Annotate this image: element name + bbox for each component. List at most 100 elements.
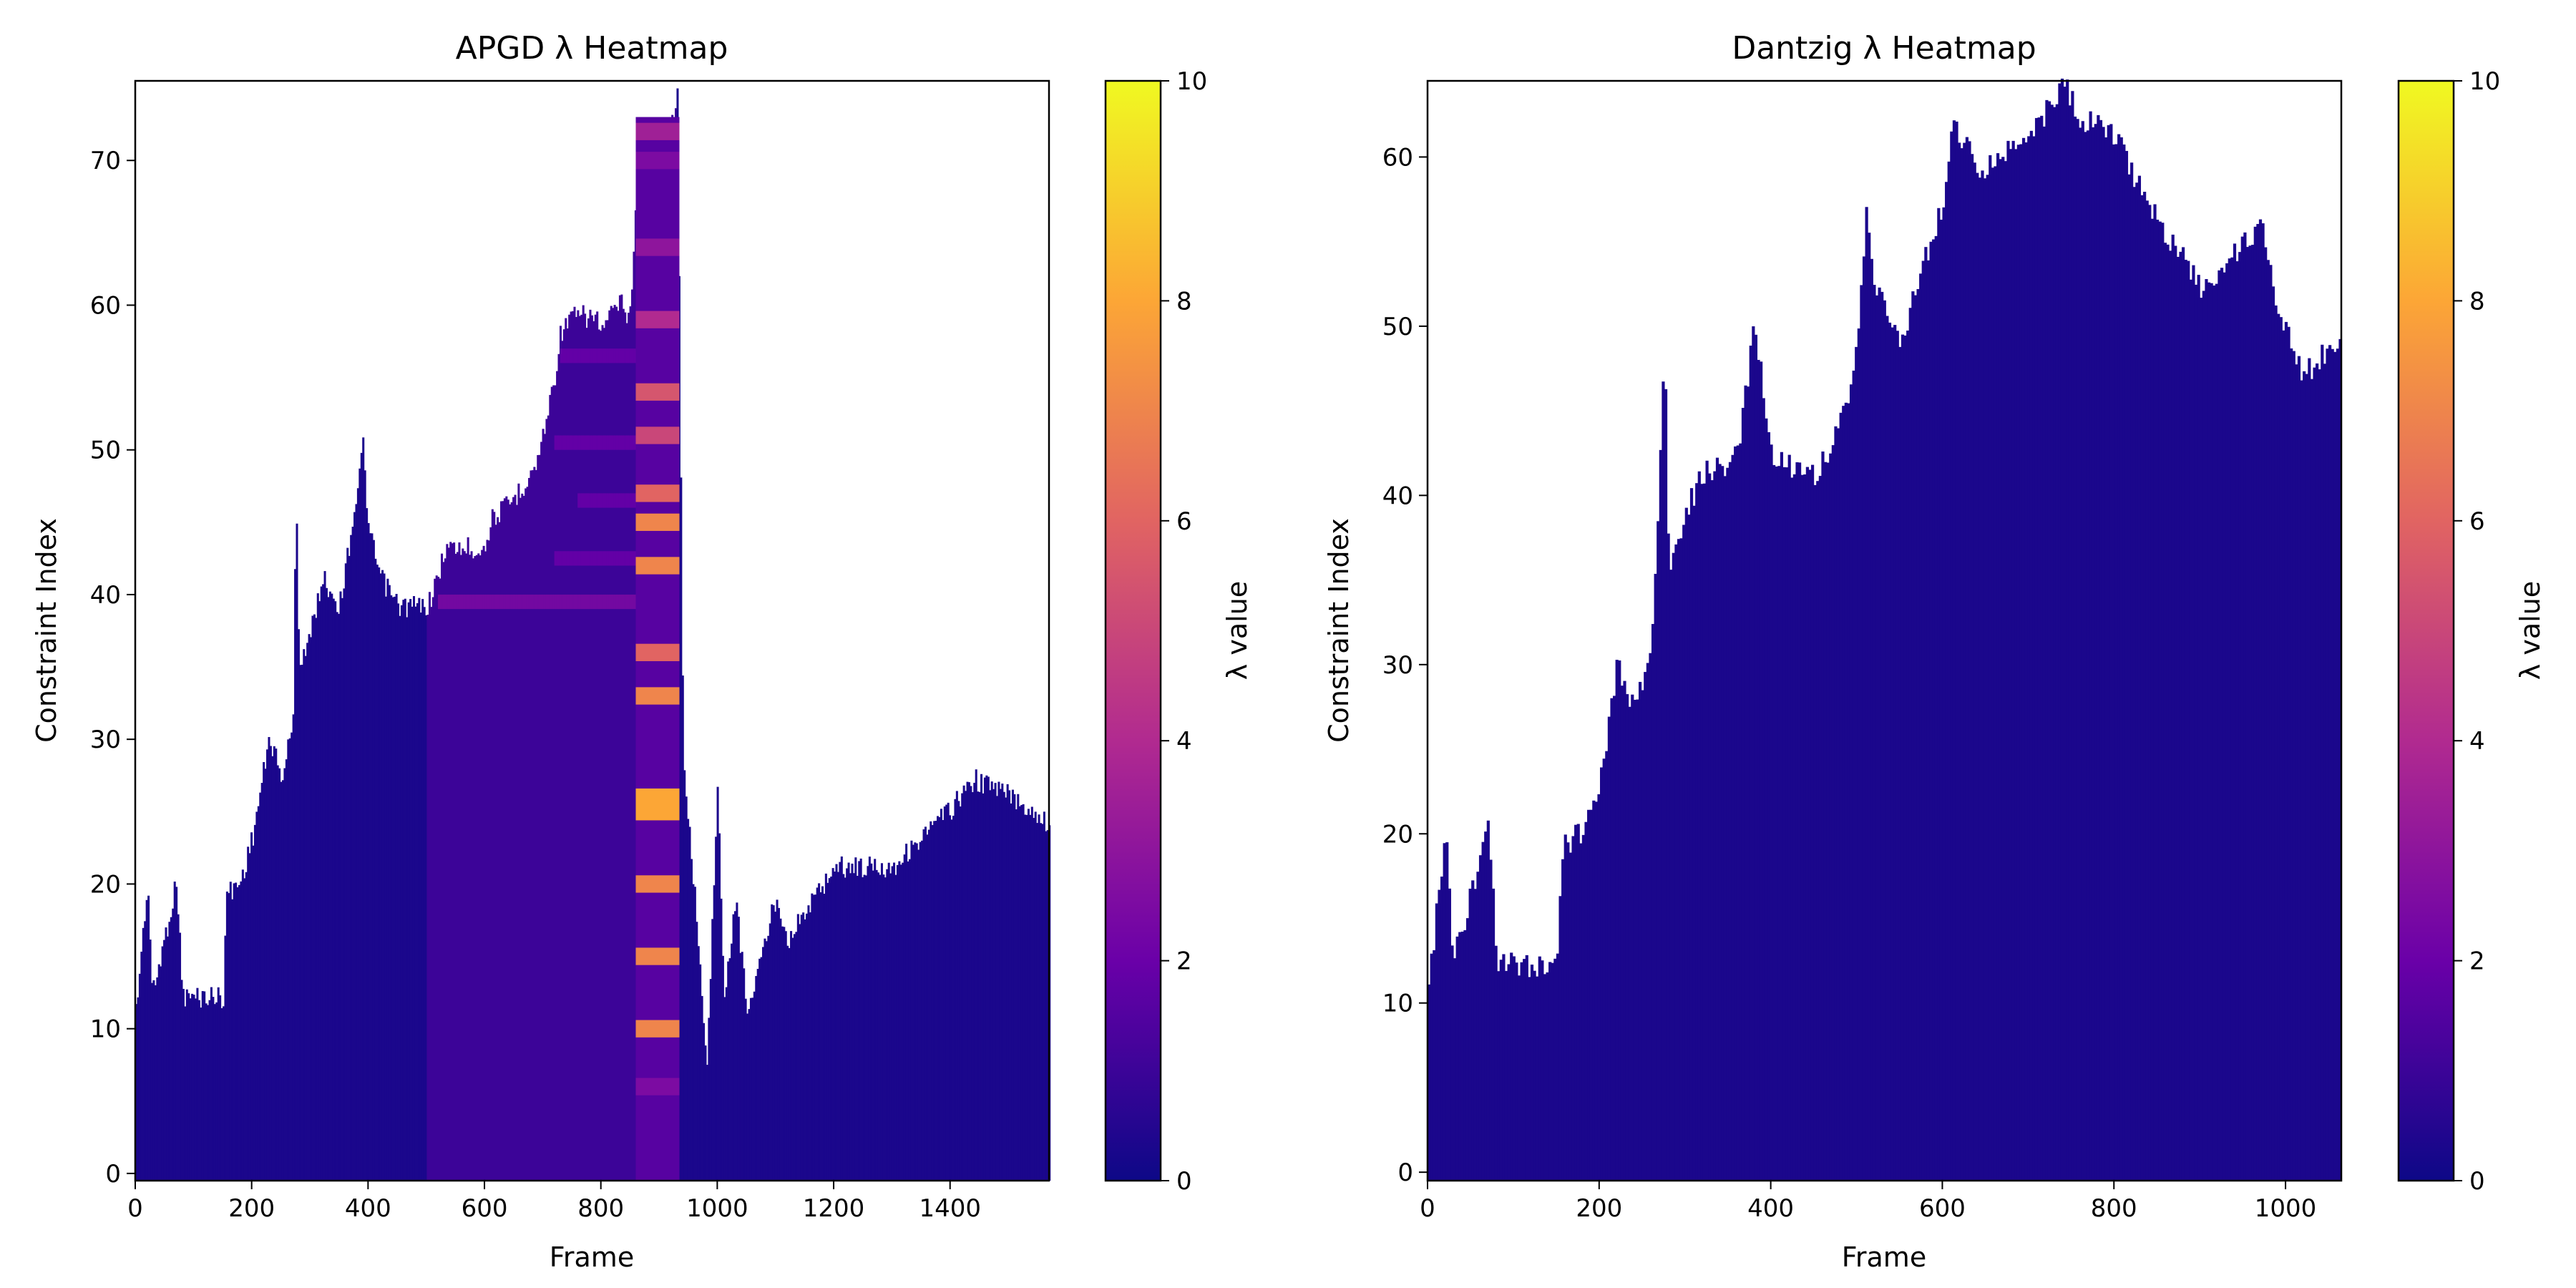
heatmap-column (1038, 814, 1040, 1181)
heatmap-column (494, 525, 497, 1181)
heatmap-column (260, 783, 263, 1181)
heatmap-column (2053, 107, 2057, 1181)
heatmap-column (703, 1023, 706, 1181)
heatmap-column (470, 551, 473, 1181)
heatmap-column (2019, 144, 2023, 1181)
heatmap-column (1780, 452, 1784, 1181)
heatmap-column (992, 789, 995, 1181)
heatmap-column (589, 309, 592, 1181)
heatmap-column (596, 311, 599, 1181)
heatmap-column (462, 548, 464, 1181)
heatmap-column (271, 756, 274, 1181)
heatmap-column (1605, 751, 1609, 1181)
heatmap-column (584, 313, 587, 1181)
heatmap-column (891, 866, 894, 1181)
heatmap-column (852, 873, 855, 1181)
heatmap-column (2166, 244, 2170, 1181)
heatmap-column (1566, 842, 1570, 1181)
heatmap-column (933, 821, 936, 1181)
heatmap-column (1002, 791, 1005, 1181)
heatmap-column (633, 251, 635, 1181)
heatmap-column (2130, 162, 2134, 1181)
heatmap-column (2313, 367, 2316, 1181)
heatmap-column (2271, 286, 2275, 1181)
heatmap-cell (635, 1020, 680, 1038)
heatmap-column (1958, 142, 1961, 1181)
heatmap-column (1448, 888, 1451, 1181)
heatmap-column (708, 1018, 711, 1181)
heatmap-column (631, 289, 634, 1181)
heatmap-column (554, 385, 557, 1181)
heatmap-column (521, 493, 524, 1181)
apgd-x-ticks: 0 200 400 600 800 1000 1200 1400 (127, 1181, 981, 1223)
x-tick-label: 1200 (803, 1194, 865, 1223)
heatmap-column (1906, 330, 1910, 1181)
heatmap-column (165, 927, 167, 1181)
heatmap-column (989, 790, 992, 1181)
heatmap-column (1649, 653, 1652, 1181)
heatmap-column (1865, 207, 1868, 1181)
heatmap-column (2099, 119, 2103, 1181)
heatmap-column (157, 964, 160, 1181)
heatmap-column (1823, 462, 1828, 1181)
heatmap-column (1713, 471, 1717, 1181)
heatmap-column (233, 883, 235, 1181)
heatmap-column (366, 508, 369, 1181)
heatmap-column (1045, 831, 1048, 1181)
heatmap-column (1458, 932, 1462, 1181)
heatmap-column (769, 923, 771, 1181)
x-tick-label: 1000 (686, 1194, 748, 1223)
heatmap-column (276, 765, 279, 1181)
heatmap-column (580, 314, 583, 1181)
heatmap-column (1754, 334, 1758, 1181)
heatmap-column (1883, 300, 1886, 1181)
heatmap-cell (635, 311, 680, 328)
heatmap-column (955, 791, 958, 1181)
heatmap-column (807, 905, 810, 1181)
heatmap-column (786, 945, 789, 1181)
heatmap-column (1829, 453, 1833, 1181)
heatmap-column (257, 806, 260, 1181)
heatmap-column (1831, 445, 1835, 1181)
heatmap-column (469, 555, 472, 1181)
heatmap-column (622, 308, 625, 1181)
heatmap-column (1435, 903, 1438, 1181)
heatmap-column (1443, 843, 1446, 1181)
heatmap-column (802, 912, 805, 1181)
heatmap-column (533, 467, 536, 1181)
heatmap-column (1468, 888, 1472, 1181)
heatmap-column (1875, 295, 1879, 1181)
heatmap-column (1589, 809, 1593, 1181)
heatmap-column (947, 802, 950, 1181)
heatmap-column (463, 551, 466, 1181)
heatmap-column (1440, 877, 1444, 1181)
heatmap-cell (635, 122, 680, 140)
heatmap-column (931, 825, 934, 1181)
heatmap-column (322, 584, 325, 1181)
heatmap-column (189, 998, 192, 1181)
heatmap-column (350, 535, 353, 1181)
heatmap-cell (635, 383, 680, 401)
heatmap-column (1868, 233, 1871, 1181)
heatmap-column (2124, 150, 2129, 1181)
heatmap-column (2274, 305, 2278, 1181)
heatmap-column (1445, 842, 1449, 1181)
y-tick-label: 0 (105, 1160, 121, 1189)
apgd-heatmap-panel: APGD λ Heatmap 0 200 400 600 800 1000 1200 1400… (31, 30, 1253, 1273)
heatmap-column (371, 533, 374, 1181)
heatmap-column (2024, 142, 2028, 1181)
heatmap-column (411, 606, 414, 1181)
heatmap-column (156, 977, 159, 1181)
heatmap-column (585, 328, 588, 1181)
heatmap-column (962, 785, 965, 1181)
heatmap-cell (635, 238, 680, 256)
heatmap-column (402, 600, 405, 1181)
heatmap-column (1971, 154, 1974, 1181)
heatmap-column (517, 483, 520, 1181)
heatmap-cell (635, 152, 680, 170)
heatmap-column (842, 874, 845, 1181)
heatmap-column (1986, 175, 1989, 1181)
heatmap-column (935, 821, 937, 1181)
heatmap-column (1860, 285, 1863, 1181)
heatmap-column (1563, 834, 1567, 1181)
